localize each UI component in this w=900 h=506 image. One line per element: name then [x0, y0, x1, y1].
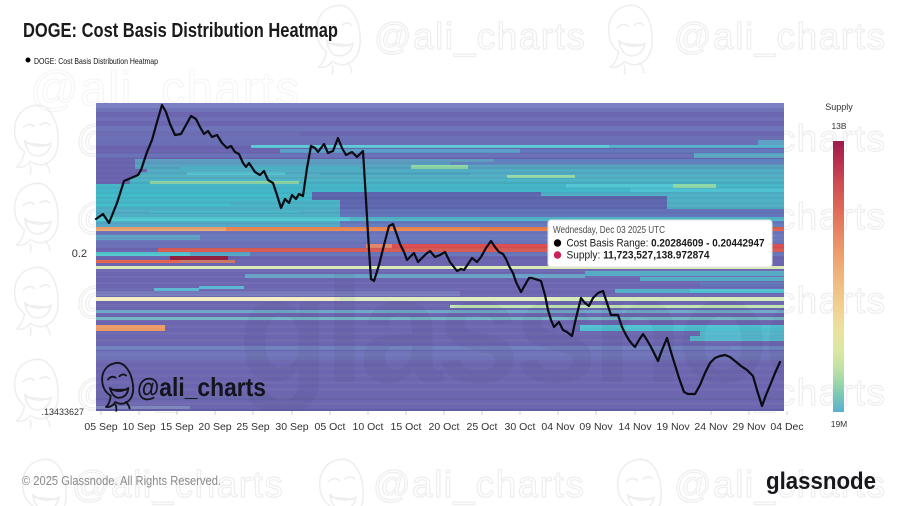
- svg-text:.13433627: .13433627: [41, 407, 84, 417]
- svg-text:DOGE: Cost Basis Distribution: DOGE: Cost Basis Distribution Heatmap: [23, 19, 338, 42]
- svg-text:@ali_charts: @ali_charts: [374, 16, 586, 57]
- svg-text:Cost Basis Range: 0.20284609 -: Cost Basis Range: 0.20284609 - 0.2044294…: [567, 238, 765, 250]
- svg-text:DOGE: Cost Basis Distribution: DOGE: Cost Basis Distribution Heatmap: [34, 56, 158, 66]
- svg-text:05 Oct: 05 Oct: [315, 421, 346, 433]
- svg-text:@ali_charts: @ali_charts: [373, 464, 585, 505]
- svg-text:© 2025 Glassnode. All Rights R: © 2025 Glassnode. All Rights Reserved.: [22, 473, 221, 488]
- svg-text:29 Nov: 29 Nov: [732, 421, 766, 433]
- svg-text:05 Sep: 05 Sep: [84, 421, 117, 433]
- svg-text:09 Nov: 09 Nov: [579, 421, 613, 433]
- svg-text:19 Nov: 19 Nov: [656, 421, 690, 433]
- svg-text:20 Oct: 20 Oct: [429, 421, 460, 433]
- svg-text:glassnode: glassnode: [766, 468, 876, 495]
- svg-text:10 Oct: 10 Oct: [353, 421, 384, 433]
- svg-text:24 Nov: 24 Nov: [694, 421, 728, 433]
- svg-text:@ali_charts: @ali_charts: [674, 16, 886, 57]
- svg-text:Wednesday, Dec 03 2025 UTC: Wednesday, Dec 03 2025 UTC: [553, 225, 665, 236]
- svg-text:25 Oct: 25 Oct: [467, 421, 498, 433]
- svg-text:@ali_charts: @ali_charts: [137, 372, 266, 402]
- svg-text:Supply: Supply: [825, 102, 853, 112]
- svg-text:13B: 13B: [831, 121, 846, 131]
- svg-text:15 Sep: 15 Sep: [160, 421, 193, 433]
- svg-text:10 Sep: 10 Sep: [122, 421, 155, 433]
- svg-text:Supply: 11,723,527,138.972874: Supply: 11,723,527,138.972874: [567, 250, 711, 262]
- svg-text:20 Sep: 20 Sep: [198, 421, 231, 433]
- svg-text:15 Oct: 15 Oct: [391, 421, 422, 433]
- svg-text:@ali_charts: @ali_charts: [674, 464, 886, 505]
- svg-text:04 Nov: 04 Nov: [541, 421, 575, 433]
- svg-text:@ali_charts: @ali_charts: [72, 464, 284, 505]
- svg-text:30 Sep: 30 Sep: [275, 421, 308, 433]
- svg-text:04 Dec: 04 Dec: [770, 421, 803, 433]
- svg-text:19M: 19M: [831, 419, 848, 429]
- svg-text:25 Sep: 25 Sep: [236, 421, 269, 433]
- svg-text:30 Oct: 30 Oct: [505, 421, 536, 433]
- svg-text:14 Nov: 14 Nov: [618, 421, 652, 433]
- svg-text:0.2: 0.2: [72, 248, 87, 260]
